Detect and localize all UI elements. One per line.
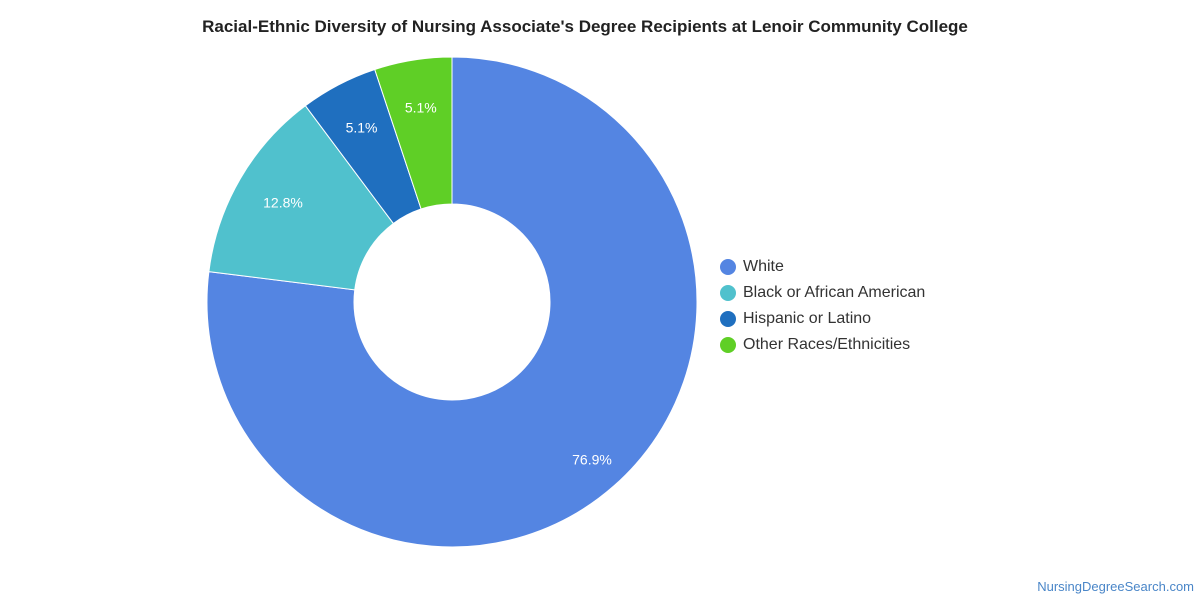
legend-label-white: White <box>743 258 784 275</box>
legend-swatch-hispanic <box>720 311 736 327</box>
legend-swatch-white <box>720 259 736 275</box>
chart-title: Racial-Ethnic Diversity of Nursing Assoc… <box>202 17 968 36</box>
legend-item-black[interactable]: Black or African American <box>720 280 925 306</box>
legend-label-hispanic: Hispanic or Latino <box>743 310 872 327</box>
slice-label-black: 12.8% <box>263 194 303 210</box>
source-credit-link[interactable]: NursingDegreeSearch.com <box>1037 579 1194 594</box>
donut-slice-black[interactable] <box>208 105 395 291</box>
legend-swatch-black <box>720 285 736 301</box>
chart-legend: White Black or African American Hispanic… <box>720 254 925 358</box>
legend-label-other: Other Races/Ethnicities <box>743 336 911 353</box>
legend-swatch-other <box>720 337 736 353</box>
slice-label-white: 76.9% <box>572 451 612 467</box>
legend-item-white[interactable]: White <box>720 254 925 280</box>
legend-label-black: Black or African American <box>743 284 926 301</box>
legend-item-hispanic[interactable]: Hispanic or Latino <box>720 306 925 332</box>
slice-label-hispanic: 5.1% <box>346 119 378 135</box>
donut-slice-white[interactable] <box>206 56 698 548</box>
legend-item-other[interactable]: Other Races/Ethnicities <box>720 332 925 358</box>
donut-slice-other[interactable] <box>374 56 453 210</box>
slice-label-other: 5.1% <box>405 100 437 116</box>
